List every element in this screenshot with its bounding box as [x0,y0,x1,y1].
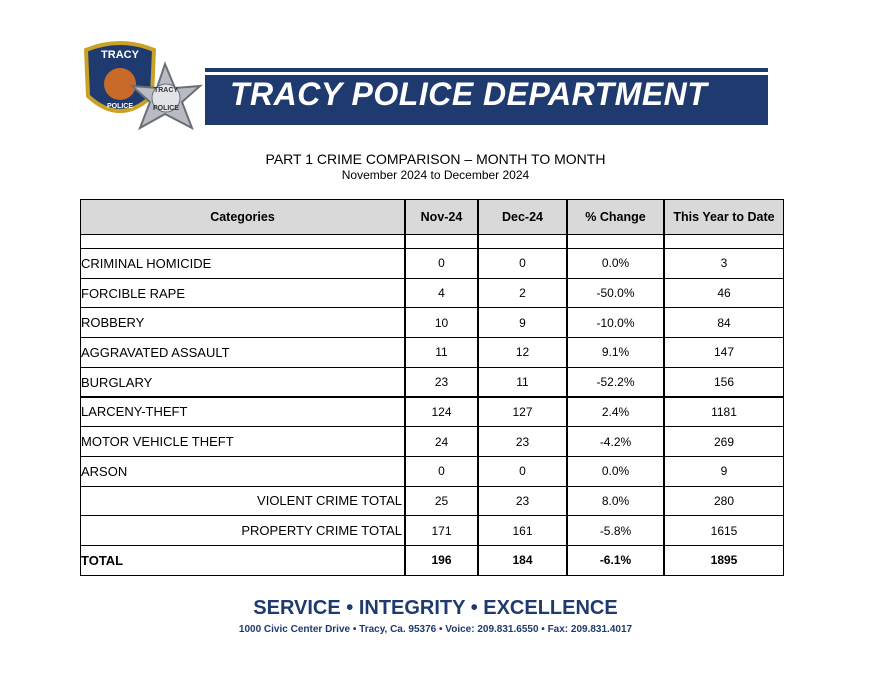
table-cell: 0 [478,248,567,279]
table-cell: 1895 [664,545,784,576]
row-label: AGGRAVATED ASSAULT [80,337,405,368]
motto: SERVICE • INTEGRITY • EXCELLENCE [253,597,618,619]
table-cell: -10.0% [567,307,664,339]
table-cell: 9 [664,455,784,487]
row-label: MOTOR VEHICLE THEFT [80,426,405,457]
spacer-cell [664,234,784,249]
table-cell: 171 [405,515,478,546]
row-label: ROBBERY [80,307,405,339]
row-label: ARSON [80,455,405,487]
column-header: % Change [567,199,664,235]
row-label: VIOLENT CRIME TOTAL [80,485,405,517]
department-name: TRACY POLICE DEPARTMENT [230,76,708,112]
table-cell: 196 [405,545,478,576]
table-cell: 11 [405,337,478,368]
table-cell: 4 [405,277,478,309]
table-cell: 156 [664,366,784,398]
table-cell: 0 [478,455,567,487]
table-cell: 1615 [664,515,784,546]
row-label: BURGLARY [80,366,405,398]
table-cell: 280 [664,485,784,517]
table-cell: 269 [664,426,784,457]
report-title: PART 1 CRIME COMPARISON – MONTH TO MONTH [265,151,606,167]
table-cell: 124 [405,396,478,428]
table-cell: 161 [478,515,567,546]
table-cell: 184 [478,545,567,576]
patch-text: TRACY [101,49,140,61]
badge-center [151,83,181,113]
table-cell: 0 [405,248,478,279]
table-cell: -4.2% [567,426,664,457]
table-cell: -6.1% [567,545,664,576]
report-subtitle: November 2024 to December 2024 [341,168,530,182]
table-cell: 23 [405,366,478,398]
column-header: Dec-24 [478,199,567,235]
table-cell: 25 [405,485,478,517]
spacer-cell [478,234,567,249]
spacer-cell [405,234,478,249]
table-cell: 3 [664,248,784,279]
row-label: LARCENY-THEFT [80,396,405,428]
table-cell: 10 [405,307,478,339]
table-cell: 9 [478,307,567,339]
table-cell: 127 [478,396,567,428]
badge-text: TRACY [154,87,178,94]
row-label: FORCIBLE RAPE [80,277,405,309]
table-cell: 23 [478,485,567,517]
table-cell: 8.0% [567,485,664,517]
table-cell: 84 [664,307,784,339]
column-header: This Year to Date [664,199,784,235]
table-cell: -52.2% [567,366,664,398]
logos: TRACY POLICE TRACY POLICE [83,41,203,131]
column-header: Categories [80,199,405,235]
table-cell: 9.1% [567,337,664,368]
table-cell: 1181 [664,396,784,428]
table-cell: 0.0% [567,455,664,487]
banner [205,72,768,121]
table-cell: 12 [478,337,567,368]
table-cell: 46 [664,277,784,309]
table-cell: 11 [478,366,567,398]
table-cell: 0.0% [567,248,664,279]
table-cell: 0 [405,455,478,487]
table-cell: -5.8% [567,515,664,546]
table-cell: -50.0% [567,277,664,309]
patch-emblem [104,68,136,100]
row-label: PROPERTY CRIME TOTAL [80,515,405,546]
patch-text: POLICE [107,103,133,110]
row-label: TOTAL [80,545,405,576]
spacer-cell [80,234,405,249]
table-cell: 2.4% [567,396,664,428]
table-cell: 2 [478,277,567,309]
column-header: Nov-24 [405,199,478,235]
address: 1000 Civic Center Drive • Tracy, Ca. 953… [238,624,633,635]
table-cell: 24 [405,426,478,457]
spacer-cell [567,234,664,249]
badge-text: POLICE [153,105,179,112]
table-cell: 23 [478,426,567,457]
row-label: CRIMINAL HOMICIDE [80,248,405,279]
table-cell: 147 [664,337,784,368]
